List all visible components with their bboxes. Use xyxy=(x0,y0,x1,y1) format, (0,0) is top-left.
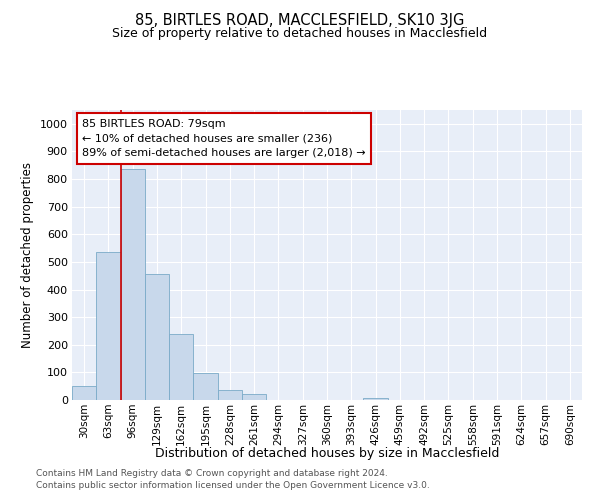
Text: Contains public sector information licensed under the Open Government Licence v3: Contains public sector information licen… xyxy=(36,481,430,490)
Text: Distribution of detached houses by size in Macclesfield: Distribution of detached houses by size … xyxy=(155,448,499,460)
Bar xyxy=(364,398,388,400)
Text: 85 BIRTLES ROAD: 79sqm
← 10% of detached houses are smaller (236)
89% of semi-de: 85 BIRTLES ROAD: 79sqm ← 10% of detached… xyxy=(82,118,366,158)
Y-axis label: Number of detached properties: Number of detached properties xyxy=(21,162,34,348)
Bar xyxy=(121,170,145,400)
Bar xyxy=(96,252,121,400)
Bar xyxy=(72,386,96,400)
Bar xyxy=(169,334,193,400)
Bar xyxy=(193,373,218,400)
Bar xyxy=(145,274,169,400)
Bar xyxy=(242,394,266,400)
Text: 85, BIRTLES ROAD, MACCLESFIELD, SK10 3JG: 85, BIRTLES ROAD, MACCLESFIELD, SK10 3JG xyxy=(136,12,464,28)
Text: Contains HM Land Registry data © Crown copyright and database right 2024.: Contains HM Land Registry data © Crown c… xyxy=(36,468,388,477)
Bar xyxy=(218,390,242,400)
Text: Size of property relative to detached houses in Macclesfield: Size of property relative to detached ho… xyxy=(112,28,488,40)
